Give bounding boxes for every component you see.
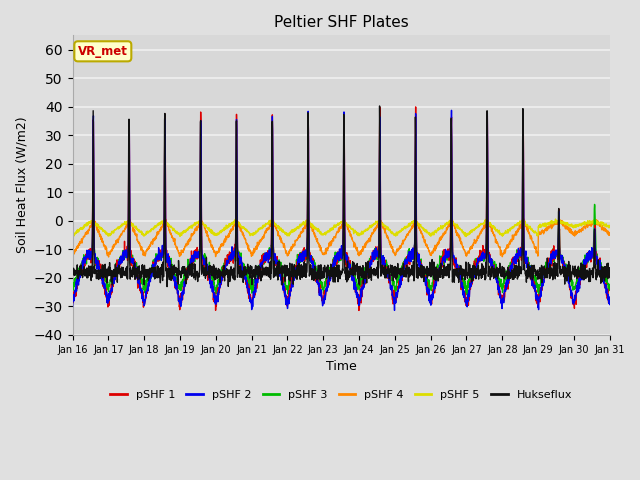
Text: VR_met: VR_met <box>78 45 128 58</box>
X-axis label: Time: Time <box>326 360 356 373</box>
Title: Peltier SHF Plates: Peltier SHF Plates <box>274 15 408 30</box>
Y-axis label: Soil Heat Flux (W/m2): Soil Heat Flux (W/m2) <box>15 117 28 253</box>
Legend: pSHF 1, pSHF 2, pSHF 3, pSHF 4, pSHF 5, Hukseflux: pSHF 1, pSHF 2, pSHF 3, pSHF 4, pSHF 5, … <box>106 385 577 404</box>
